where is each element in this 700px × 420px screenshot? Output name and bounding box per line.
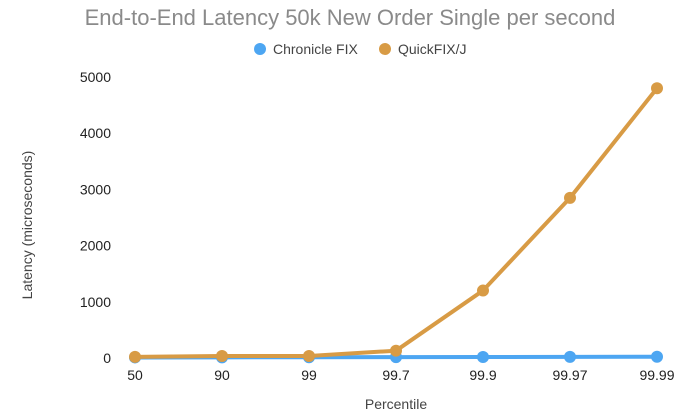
data-point-chronicle-fix-99-9 xyxy=(477,350,489,363)
y-axis-label: Latency (microseconds) xyxy=(19,151,35,300)
data-point-quickfix-j-99-97 xyxy=(564,191,576,204)
legend-label-chronicle-fix: Chronicle FIX xyxy=(273,41,358,57)
chart-title: End-to-End Latency 50k New Order Single … xyxy=(85,5,616,30)
y-tick-label-2000: 2000 xyxy=(80,238,111,254)
y-tick-label-0: 0 xyxy=(103,350,111,366)
legend-label-quickfixj: QuickFIX/J xyxy=(398,41,466,57)
legend: Chronicle FIX QuickFIX/J xyxy=(254,41,466,57)
data-point-quickfix-j-99 xyxy=(303,350,315,363)
data-point-chronicle-fix-99-99 xyxy=(651,350,663,363)
legend-marker-quickfixj xyxy=(379,43,391,55)
series-quickfix-j xyxy=(129,82,663,363)
data-point-quickfix-j-99-7 xyxy=(390,344,402,357)
x-tick-label-99-9: 99.9 xyxy=(469,367,496,383)
y-tick-label-3000: 3000 xyxy=(80,181,111,197)
legend-marker-chronicle-fix xyxy=(254,43,266,55)
data-point-quickfix-j-50 xyxy=(129,350,141,363)
x-tick-label-90: 90 xyxy=(214,367,230,383)
x-axis-ticks: 50 90 99 99.7 99.9 99.97 99.99 xyxy=(127,367,675,383)
y-tick-label-1000: 1000 xyxy=(80,294,111,310)
x-tick-label-99-99: 99.99 xyxy=(639,367,674,383)
y-axis-ticks: 0 1000 2000 3000 4000 5000 xyxy=(80,69,111,366)
x-tick-label-99-97: 99.97 xyxy=(552,367,587,383)
data-point-quickfix-j-90 xyxy=(216,350,228,363)
y-tick-label-4000: 4000 xyxy=(80,125,111,141)
y-tick-label-5000: 5000 xyxy=(80,69,111,85)
data-point-quickfix-j-99-99 xyxy=(651,82,663,95)
data-point-quickfix-j-99-9 xyxy=(477,284,489,297)
data-point-chronicle-fix-99-97 xyxy=(564,350,576,363)
x-axis-label: Percentile xyxy=(365,396,427,412)
x-tick-label-50: 50 xyxy=(127,367,143,383)
series-line-quickfix-j xyxy=(133,86,659,359)
x-tick-label-99-7: 99.7 xyxy=(382,367,409,383)
x-tick-label-99: 99 xyxy=(301,367,317,383)
series-layer xyxy=(129,82,663,364)
